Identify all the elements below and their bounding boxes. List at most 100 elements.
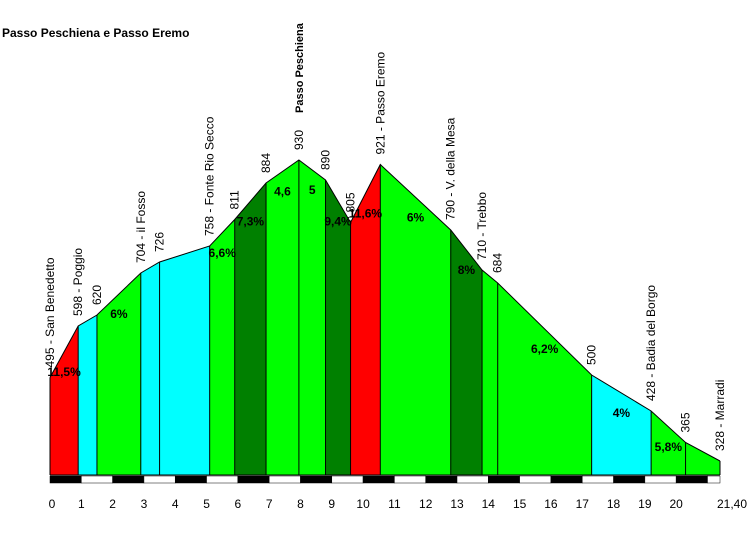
profile-segment-1 [50,326,79,475]
x-tick-label: 5 [203,497,210,511]
x-tick-label: 1 [78,497,85,511]
scale-bar-block [300,475,333,484]
point-labels: 495 - San Benedetto 598 - Poggio 620 704 - … [43,22,727,451]
scale-bar-block [362,475,395,484]
scale-bar-block [488,475,520,484]
scale-bar-block [644,475,677,484]
profile-segment-13 [450,230,483,475]
profile-segment-8 [266,160,299,475]
segment-dividers [49,160,721,475]
scale-bar-block [675,475,708,484]
grade-label: 6,2% [531,342,559,356]
profile-segment-6 [209,219,235,475]
x-tick-label: 2 [109,497,116,511]
grade-label: 6% [110,307,128,321]
pass-name-label: Passo Peschiena [294,22,306,113]
grade-label: 4,6 [274,185,291,199]
x-tick-label: 3 [141,497,148,511]
profile-segment-15 [497,283,592,475]
grade-label: 5 [309,183,316,197]
point-label: 884 [259,153,273,173]
scale-bar-block [331,475,364,484]
grade-label: 6% [407,210,425,224]
profile-segment-7 [234,183,267,475]
x-tick-label: 4 [172,497,179,511]
point-label: 704 - il Fosso [134,191,148,263]
scale-bar-block [143,475,176,484]
scale-bar-block [206,475,239,484]
profile-segment-14 [482,270,498,475]
x-tick-label: 14 [482,497,496,511]
x-tick-labels: 0 1 2 3 4 5 6 7 8 9 10 11 12 13 14 15 16 17 18 19 20 21,40 [49,497,748,511]
point-label: 921 - Passo Eremo [373,51,387,154]
x-tick-label: 21,40 [717,497,747,511]
point-label: 500 [585,345,599,365]
x-tick-label: 19 [638,497,652,511]
x-tick-label: 6 [235,497,242,511]
profile-segments [50,160,720,475]
scale-bar-block [81,475,113,484]
point-label: 684 [491,253,505,273]
grade-label: 6,6% [209,246,237,260]
point-label: 805 [344,192,358,212]
profile-segment-3 [96,273,141,475]
scale-bar-block [268,475,301,484]
profile-segment-12 [380,164,451,475]
point-label: 495 - San Benedetto [43,257,57,367]
profile-segment-18 [685,442,720,475]
x-tick-label: 0 [49,497,56,511]
x-tick-label: 17 [576,497,590,511]
distance-scale-bar [49,475,721,484]
scale-bar-block [237,475,270,484]
point-label: 428 - Badia del Borgo [644,285,658,401]
profile-segment-17 [651,411,686,475]
grade-label: 8% [458,263,476,277]
x-tick-label: 16 [544,497,558,511]
profile-segment-11 [350,164,381,475]
x-tick-label: 12 [419,497,433,511]
scale-bar-block [519,475,552,484]
scale-bar-block [394,475,426,484]
x-tick-label: 8 [297,497,304,511]
scale-bar-block [49,475,82,484]
grade-label: 11,5% [47,365,81,379]
x-tick-label: 20 [669,497,683,511]
scale-bar-block [550,475,583,484]
grade-label: 7,3% [237,214,265,228]
x-tick-label: 13 [450,497,464,511]
profile-segment-9 [298,160,326,475]
scale-bar-block [456,475,489,484]
x-tick-label: 10 [356,497,370,511]
grade-label: 5,8% [655,440,683,454]
grade-label: 4% [613,406,631,420]
x-tick-label: 7 [266,497,273,511]
scale-bar-block [112,475,145,484]
point-label: 790 - V. della Mesa [444,117,458,220]
point-label: 365 [679,412,693,432]
x-tick-label: 11 [388,497,401,511]
x-tick-label: 18 [607,497,621,511]
point-label: 726 [153,232,167,252]
grade-label: 9,4% [324,214,352,228]
point-label: 930 [292,130,306,150]
point-label: 328 - Marradi [713,380,727,451]
profile-segment-5 [159,246,210,475]
profile-segment-10 [325,180,351,475]
scale-bar-block [707,475,721,484]
point-label: 811 [228,190,242,209]
profile-segment-4 [140,262,160,475]
point-label: 598 - Poggio [71,248,85,316]
x-tick-label: 9 [328,497,335,511]
point-label: 710 - Trebbo [475,192,489,260]
scale-bar-block [425,475,458,484]
grade-label: 11,6% [349,207,383,221]
chart-title: Passo Peschiena e Passo Eremo [2,26,189,40]
profile-segment-16 [591,375,652,475]
point-label: 890 [319,150,333,170]
profile-outline [49,159,721,462]
x-tick-label: 15 [513,497,527,511]
scale-bar-block [174,475,207,484]
scale-bar-block [581,475,614,484]
profile-segment-2 [78,315,97,475]
